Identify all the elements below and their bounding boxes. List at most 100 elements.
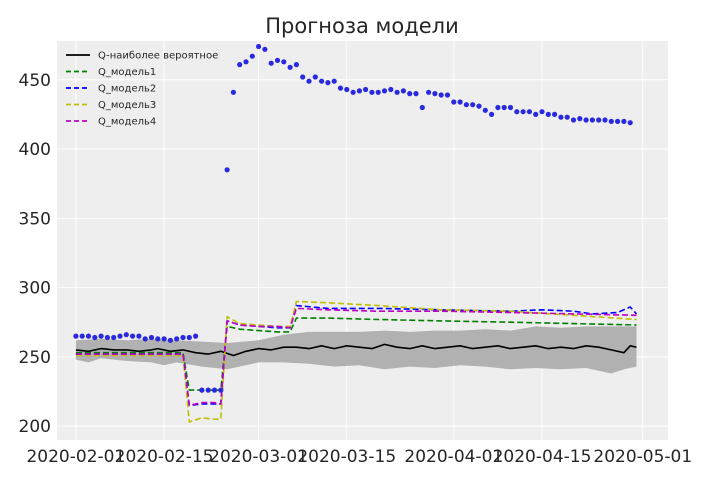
observed-point-27 bbox=[243, 59, 249, 65]
observed-point-47 bbox=[369, 89, 375, 95]
x-tick-label-2: 2020-03-01 bbox=[209, 447, 308, 467]
observed-point-74 bbox=[539, 109, 545, 115]
x-tick-label-3: 2020-03-15 bbox=[297, 447, 396, 467]
observed-point-2 bbox=[85, 333, 92, 339]
observed-point-71 bbox=[520, 109, 526, 115]
observed-point-19 bbox=[193, 333, 199, 339]
observed-point-8 bbox=[123, 332, 129, 338]
observed-points bbox=[73, 43, 633, 393]
observed-point-58 bbox=[438, 92, 444, 98]
y-axis-ticks: 200 250 300 350 400 450 bbox=[19, 71, 51, 437]
y-tick-label-2: 300 bbox=[19, 279, 51, 299]
observed-point-5 bbox=[104, 334, 110, 341]
observed-point-69 bbox=[507, 104, 514, 111]
legend-label-4: Q_модель3 bbox=[98, 100, 156, 111]
observed-point-86 bbox=[615, 118, 621, 124]
observed-point-56 bbox=[426, 89, 432, 95]
observed-point-88 bbox=[627, 120, 633, 126]
observed-point-72 bbox=[526, 109, 533, 115]
plot-area bbox=[57, 41, 668, 440]
y-tick-label-5: 450 bbox=[19, 71, 51, 91]
observed-point-50 bbox=[388, 86, 394, 93]
observed-point-4 bbox=[98, 333, 104, 339]
observed-point-68 bbox=[501, 104, 507, 111]
series-line-2 bbox=[75, 317, 637, 391]
observed-point-0 bbox=[73, 333, 79, 339]
observed-point-85 bbox=[608, 118, 614, 124]
x-tick-label-4: 2020-04-01 bbox=[404, 447, 503, 467]
observed-point-23 bbox=[218, 387, 224, 393]
observed-point-52 bbox=[400, 88, 406, 94]
observed-point-11 bbox=[142, 336, 148, 342]
observed-point-40 bbox=[325, 80, 331, 86]
observed-point-79 bbox=[570, 117, 577, 123]
observed-point-7 bbox=[117, 333, 123, 339]
observed-point-43 bbox=[344, 86, 350, 93]
legend: Q-наиболее вероятное Q_модель1 Q_модель2 Q_… bbox=[66, 51, 218, 128]
observed-point-13 bbox=[155, 336, 161, 342]
observed-point-45 bbox=[356, 88, 362, 94]
observed-point-51 bbox=[394, 89, 400, 95]
observed-point-78 bbox=[564, 114, 570, 120]
observed-point-21 bbox=[205, 387, 211, 393]
observed-point-24 bbox=[224, 167, 230, 173]
observed-point-81 bbox=[583, 117, 589, 123]
legend-label-1: Q-наиболее вероятное bbox=[98, 51, 218, 62]
observed-point-6 bbox=[111, 334, 117, 341]
observed-point-76 bbox=[552, 111, 558, 117]
x-tick-label-5: 2020-04-15 bbox=[493, 447, 592, 467]
observed-point-9 bbox=[130, 333, 136, 339]
legend-label-3: Q_модель2 bbox=[98, 84, 156, 95]
observed-point-38 bbox=[312, 74, 318, 80]
observed-point-28 bbox=[249, 53, 255, 59]
observed-point-55 bbox=[419, 104, 425, 111]
observed-point-3 bbox=[92, 334, 98, 341]
observed-point-1 bbox=[79, 333, 85, 339]
legend-label-5: Q_модель4 bbox=[98, 117, 156, 128]
band-area bbox=[75, 326, 637, 374]
observed-point-64 bbox=[476, 103, 482, 109]
observed-point-29 bbox=[256, 43, 262, 50]
observed-point-75 bbox=[545, 111, 551, 117]
x-tick-label-0: 2020-02-01 bbox=[26, 447, 125, 467]
observed-point-14 bbox=[161, 336, 167, 342]
x-axis-ticks: 2020-02-012020-02-152020-03-012020-03-15… bbox=[26, 447, 692, 467]
series-line-1 bbox=[75, 343, 637, 357]
observed-point-44 bbox=[350, 89, 356, 95]
observed-point-25 bbox=[230, 89, 236, 95]
observed-point-49 bbox=[381, 88, 388, 94]
observed-point-46 bbox=[363, 86, 369, 93]
observed-point-66 bbox=[489, 111, 495, 117]
observed-point-18 bbox=[186, 334, 192, 341]
observed-point-80 bbox=[577, 116, 583, 122]
observed-point-67 bbox=[495, 104, 501, 111]
observed-point-22 bbox=[211, 387, 218, 393]
observed-point-60 bbox=[451, 99, 457, 105]
uncertainty-band bbox=[75, 326, 637, 374]
x-tick-label-1: 2020-02-15 bbox=[115, 447, 214, 467]
observed-point-57 bbox=[432, 91, 438, 97]
observed-point-36 bbox=[300, 74, 306, 80]
observed-point-17 bbox=[180, 334, 186, 341]
observed-point-62 bbox=[463, 102, 469, 108]
observed-point-34 bbox=[287, 64, 293, 70]
observed-point-73 bbox=[533, 111, 539, 117]
observed-point-84 bbox=[602, 117, 608, 123]
observed-point-32 bbox=[274, 57, 281, 64]
y-tick-label-4: 400 bbox=[19, 140, 51, 160]
chart-title: Прогноза модели bbox=[265, 14, 459, 38]
observed-point-42 bbox=[337, 85, 344, 91]
observed-point-16 bbox=[174, 336, 180, 342]
series-lines bbox=[75, 300, 638, 423]
observed-point-15 bbox=[167, 337, 173, 343]
observed-point-63 bbox=[470, 102, 476, 108]
observed-point-82 bbox=[589, 117, 596, 123]
observed-point-31 bbox=[268, 60, 274, 66]
observed-point-61 bbox=[457, 99, 463, 105]
observed-point-10 bbox=[136, 333, 142, 339]
observed-point-53 bbox=[407, 91, 413, 97]
observed-point-30 bbox=[262, 46, 268, 52]
y-tick-label-0: 200 bbox=[19, 417, 51, 437]
